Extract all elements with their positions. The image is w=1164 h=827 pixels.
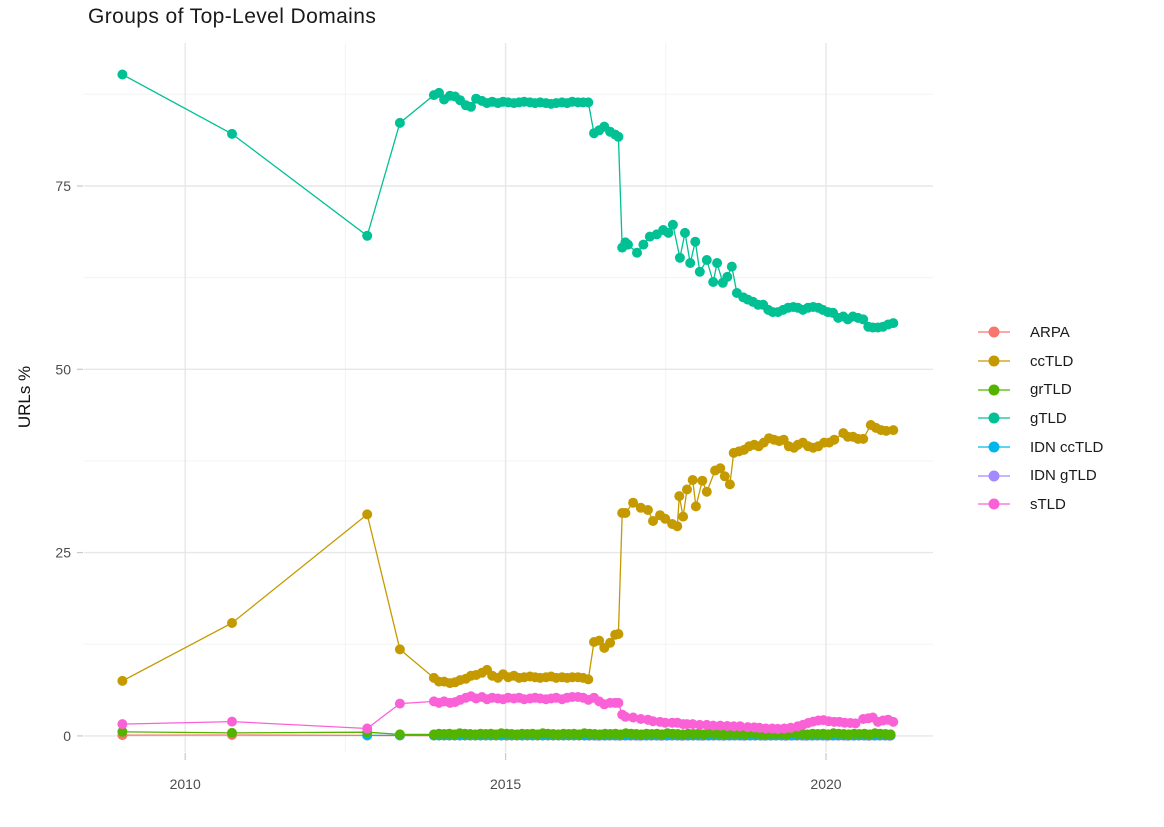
x-tick-label: 2010 xyxy=(170,776,201,792)
legend-key-gtld xyxy=(978,412,1010,424)
series-cctld xyxy=(117,420,899,689)
legend-item-arpa: ARPA xyxy=(977,318,1103,347)
legend-label-grtld: grTLD xyxy=(1030,381,1072,399)
y-axis-title: URLs % xyxy=(15,365,34,429)
y-tick-label: 0 xyxy=(63,728,71,744)
x-tick-label: 2020 xyxy=(810,776,841,792)
legend-item-gtld: gTLD xyxy=(977,404,1103,433)
gridlines-major xyxy=(84,43,933,752)
legend-label-idn-gtld: IDN gTLD xyxy=(1030,467,1097,485)
series-gtld xyxy=(117,69,899,333)
legend-item-grtld: grTLD xyxy=(977,375,1103,404)
x-tick-label: 2015 xyxy=(490,776,521,792)
legend-key-cctld xyxy=(978,355,1010,367)
legend-key-grtld xyxy=(978,384,1010,396)
legend: ARPA ccTLD grTLD gTLD IDN ccTLD IDN gTLD… xyxy=(977,318,1103,519)
y-tick-label: 50 xyxy=(55,361,71,377)
legend-label-idn-cctld: IDN ccTLD xyxy=(1030,438,1104,456)
legend-label-arpa: ARPA xyxy=(1030,323,1070,341)
x-axis-tick-labels: 2010 2015 2020 xyxy=(170,776,842,792)
y-tick-label: 75 xyxy=(55,178,71,194)
legend-label-stld: sTLD xyxy=(1030,495,1066,513)
series-stld xyxy=(117,691,899,734)
legend-item-stld: sTLD xyxy=(977,490,1103,519)
legend-key-arpa xyxy=(978,326,1010,338)
legend-item-cctld: ccTLD xyxy=(977,347,1103,376)
legend-key-idn-gtld xyxy=(978,470,1010,482)
legend-label-cctld: ccTLD xyxy=(1030,352,1074,370)
chart-title: Groups of Top-Level Domains xyxy=(88,5,377,28)
gridlines-minor xyxy=(84,43,933,752)
legend-label-gtld: gTLD xyxy=(1030,409,1067,427)
legend-key-idn-cctld xyxy=(978,441,1010,453)
legend-item-idn-cctld: IDN ccTLD xyxy=(977,433,1103,462)
legend-item-idn-gtld: IDN gTLD xyxy=(977,461,1103,490)
legend-key-stld xyxy=(978,498,1010,510)
y-tick-label: 25 xyxy=(55,545,71,561)
series-grtld xyxy=(117,726,896,740)
axis-ticks xyxy=(77,185,827,760)
y-axis-tick-labels: 0 25 50 75 xyxy=(55,178,71,744)
